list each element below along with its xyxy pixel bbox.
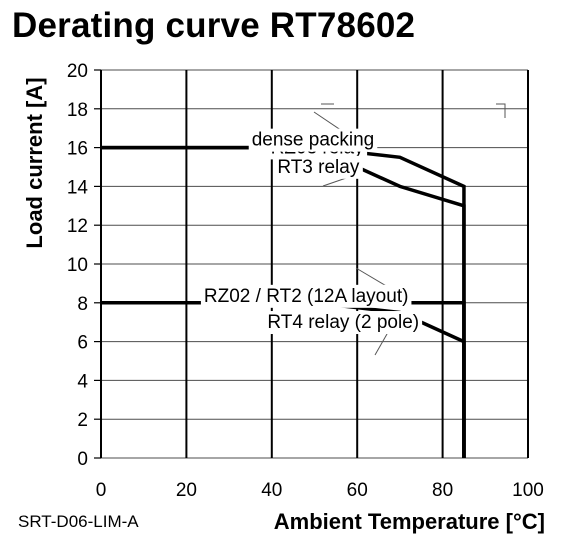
y-tick-label: 8	[77, 294, 88, 315]
axes: 0 2 4 6 8 10 12 14 16 18 20 0 20 40 60 80 100	[67, 61, 544, 501]
y-tick-label: 6	[77, 333, 88, 354]
x-tick-label: 80	[432, 480, 453, 501]
x-tick-label: 40	[261, 480, 282, 501]
x-tick-label: 100	[512, 480, 544, 501]
y-axis-label: Load current [A]	[22, 77, 47, 248]
annotation-bg	[200, 284, 412, 308]
leader-line	[496, 103, 506, 118]
annotation-bg	[274, 155, 363, 179]
y-tick-label: 4	[77, 371, 88, 392]
x-axis-label: Ambient Temperature [°C]	[274, 509, 545, 534]
y-tick-label: 14	[67, 177, 89, 198]
annotation-label-4: RZ02 / RT2 (12A layout)	[204, 286, 409, 307]
annotation-label-3: RT3 relay	[277, 157, 360, 178]
y-tick-label: 2	[77, 410, 88, 431]
series-line-2	[101, 145, 466, 458]
y-tick-label: 0	[77, 449, 88, 470]
annotation-bg	[248, 128, 378, 152]
x-tick-label: 20	[176, 480, 197, 501]
annotation-bg	[264, 311, 423, 335]
y-tick-label: 12	[67, 216, 88, 237]
figure-code: SRT-D06-LIM-A	[18, 512, 139, 531]
y-tick-label: 10	[67, 255, 88, 276]
x-tick-label: 60	[347, 480, 368, 501]
chart-title: Derating curve RT78602	[12, 6, 416, 45]
y-tick-label: 16	[67, 139, 88, 160]
y-tick-label: 20	[67, 61, 88, 82]
annotation-label-2: dense packing	[252, 130, 375, 151]
y-tick-label: 18	[67, 100, 88, 121]
x-tick-label: 0	[96, 480, 107, 501]
annotation-label-5: RT4 relay (2 pole)	[267, 312, 419, 333]
